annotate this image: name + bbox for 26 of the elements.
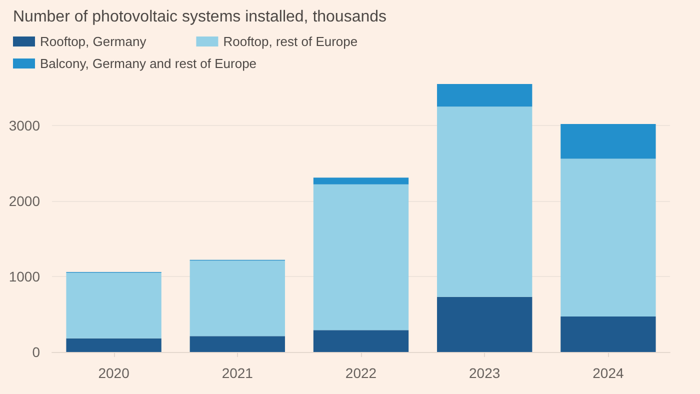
y-tick-label: 2000 xyxy=(8,193,40,210)
x-tick-label: 2021 xyxy=(222,365,254,381)
bar xyxy=(437,84,532,107)
bar xyxy=(437,296,532,352)
bar xyxy=(313,330,409,352)
x-tick-label: 2023 xyxy=(469,365,500,381)
x-tick-label: 2020 xyxy=(98,365,130,381)
legend-label: Rooftop, rest of Europe xyxy=(223,34,358,49)
y-tick-label: 0 xyxy=(32,344,40,360)
bar xyxy=(437,106,532,297)
legend-label: Rooftop, Germany xyxy=(40,34,147,49)
x-tick-label: 2022 xyxy=(345,365,377,381)
bar xyxy=(66,272,162,338)
bar xyxy=(66,338,162,352)
bar xyxy=(313,178,409,184)
bar xyxy=(560,124,656,159)
x-tick-label: 2024 xyxy=(592,365,624,381)
chart-title: Number of photovoltaic systems installed, thousands xyxy=(13,8,387,26)
bar xyxy=(560,316,656,352)
bar xyxy=(560,158,656,317)
bar xyxy=(190,260,285,336)
legend-label: Balcony, Germany and rest of Europe xyxy=(40,56,257,71)
bar xyxy=(190,336,285,352)
y-tick-label: 3000 xyxy=(8,118,40,134)
y-tick-label: 1000 xyxy=(8,268,40,285)
bar xyxy=(313,184,409,330)
